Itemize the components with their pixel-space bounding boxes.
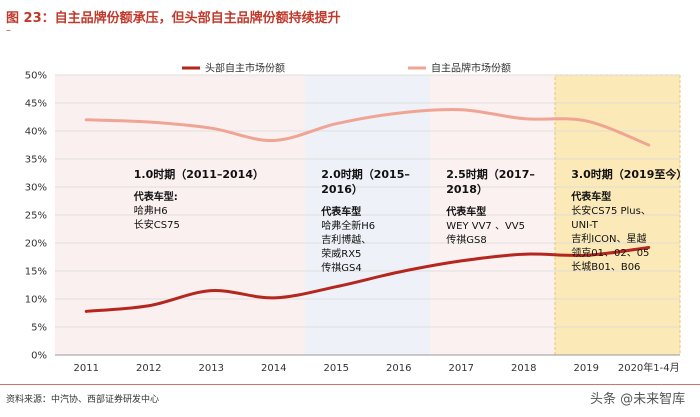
era-models-label: 代表车型 bbox=[570, 190, 611, 203]
y-tick-label: 45% bbox=[25, 99, 47, 110]
x-tick-label: 2020年1-4月 bbox=[618, 361, 680, 374]
era-model: 领克01、02、05 bbox=[571, 246, 649, 259]
y-tick-label: 25% bbox=[25, 211, 47, 222]
era-title: 1.0时期（2011–2014） bbox=[134, 167, 264, 181]
era-model: 传祺GS4 bbox=[321, 261, 361, 274]
x-tick-label: 2015 bbox=[324, 363, 349, 374]
watermark: 头条 @未来智库 bbox=[590, 392, 686, 407]
x-tick-label: 2018 bbox=[511, 363, 536, 374]
y-tick-label: 5% bbox=[31, 323, 47, 334]
era-title: 3.0时期（2019至今） bbox=[571, 167, 687, 181]
era-model: 哈弗H6 bbox=[134, 204, 168, 217]
x-tick-label: 2016 bbox=[386, 363, 411, 374]
era-model: 长安CS75 bbox=[134, 218, 180, 231]
x-tick-label: 2017 bbox=[449, 363, 474, 374]
y-tick-label: 15% bbox=[25, 267, 47, 278]
era-models-label: 代表车型 bbox=[320, 205, 361, 218]
series-line-head-brands bbox=[84, 245, 651, 313]
era-title-line2: 2018） bbox=[446, 183, 488, 196]
legend: 头部自主市场份额 自主品牌市场份额 bbox=[182, 62, 511, 75]
era-model: 哈弗全新H6 bbox=[321, 219, 375, 232]
era-title: 2.0时期（2015– bbox=[321, 167, 410, 181]
legend-label: 自主品牌市场份额 bbox=[431, 62, 511, 75]
era-model: 荣威RX5 bbox=[321, 247, 361, 260]
era-model: WEY VV7 、VV5 bbox=[446, 221, 525, 232]
era-model: 长安CS75 Plus、 bbox=[571, 204, 651, 217]
era-model: 吉利ICON、星越 bbox=[571, 232, 646, 245]
y-tick-label: 0% bbox=[31, 351, 47, 362]
x-tick-label: 2012 bbox=[136, 363, 161, 374]
era-title-line2: 2016） bbox=[321, 183, 363, 196]
era-model: UNI-T bbox=[571, 220, 598, 231]
y-tick-label: 40% bbox=[25, 127, 47, 138]
era-model: 长城B01、B06 bbox=[571, 261, 640, 273]
gridlines bbox=[55, 74, 680, 356]
x-tick-label: 2019 bbox=[574, 363, 599, 374]
x-tick-label: 2011 bbox=[74, 363, 99, 374]
y-tick-label: 30% bbox=[25, 183, 47, 194]
y-tick-label: 35% bbox=[25, 155, 47, 166]
x-axis-ticks: 2011 2012 2013 2014 2015 2016 2017 2018 2019 2020… bbox=[74, 361, 680, 374]
era-title: 2.5时期（2017– bbox=[446, 167, 535, 181]
era-model: 传祺GS8 bbox=[446, 233, 486, 246]
figure-title: 图 23：自主品牌份额承压，但头部自主品牌份额持续提升 bbox=[6, 11, 341, 26]
era-models-label: 代表车型: bbox=[133, 190, 178, 203]
footer-rule bbox=[0, 384, 700, 385]
y-tick-label: 50% bbox=[25, 71, 47, 82]
y-tick-label: 10% bbox=[25, 295, 47, 306]
legend-label: 头部自主市场份额 bbox=[205, 62, 285, 75]
era-models-label: 代表车型 bbox=[445, 205, 486, 218]
era-model: 吉利博越、 bbox=[321, 233, 371, 246]
series-line-domestic-brands bbox=[84, 108, 651, 147]
y-tick-label: 20% bbox=[25, 239, 47, 250]
series-lines bbox=[84, 108, 651, 313]
y-axis-ticks: 0% 5% 10% 15% 20% 25% 30% 35% 40% 45% 50% bbox=[25, 71, 47, 362]
source-note: 资料来源：中汽协、西部证券研发中心 bbox=[6, 395, 160, 405]
x-tick-label: 2014 bbox=[261, 363, 286, 374]
title-dash: – bbox=[6, 25, 11, 36]
x-tick-label: 2013 bbox=[199, 363, 224, 374]
